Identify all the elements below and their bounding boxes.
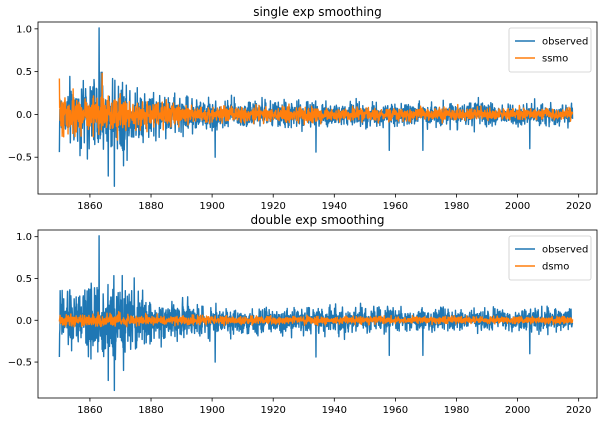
series-lines <box>58 235 574 392</box>
x-tick-label: 2020 <box>566 405 591 416</box>
x-tick-label: 1980 <box>444 201 469 212</box>
series-line-dsmo <box>58 310 574 328</box>
legend: observed ssmo <box>508 27 592 73</box>
x-tick-label: 2000 <box>505 201 530 212</box>
y-tick-label: 0.5 <box>16 274 32 285</box>
legend-label-dsmo: dsmo <box>542 262 569 273</box>
x-tick-label: 1880 <box>138 405 163 416</box>
x-tick-label: 1900 <box>199 201 224 212</box>
x-tick-label: 1940 <box>322 201 347 212</box>
x-tick-label: 1860 <box>77 201 102 212</box>
chart-panel-2: double exp smoothing 1860 1880 1900 1920 1940… <box>8 213 598 416</box>
y-tick-label: 0.0 <box>16 110 32 121</box>
series-line-observed <box>58 235 574 392</box>
legend-label-observed: observed <box>542 37 588 48</box>
chart-title: double exp smoothing <box>251 213 385 227</box>
plot-frame <box>37 229 598 399</box>
x-tick-label: 1900 <box>199 405 224 416</box>
x-tick-label: 1860 <box>77 405 102 416</box>
x-tick-label: 1940 <box>322 405 347 416</box>
y-tick-label: 1.0 <box>16 24 32 35</box>
x-tick-label: 2020 <box>566 201 591 212</box>
x-tick-label: 1920 <box>260 405 285 416</box>
x-tick-label: 1960 <box>383 405 408 416</box>
legend-box <box>508 235 592 281</box>
x-tick-label: 1880 <box>138 201 163 212</box>
chart-title: single exp smoothing <box>253 5 382 19</box>
x-tick-label: 1960 <box>383 201 408 212</box>
y-tick-label: −0.5 <box>8 358 32 369</box>
x-tick-label: 2000 <box>505 405 530 416</box>
legend-label-observed: observed <box>542 245 588 256</box>
y-tick-label: 0.5 <box>16 67 32 78</box>
y-tick-label: 1.0 <box>16 232 32 243</box>
y-tick-label: 0.0 <box>16 316 32 327</box>
legend: observed dsmo <box>508 235 592 281</box>
series-line-observed <box>58 27 574 187</box>
chart-panel-1: single exp smoothing 1860 1880 1900 1920 1940… <box>8 5 598 212</box>
legend-box <box>508 27 592 73</box>
series-line-ssmo <box>58 72 574 141</box>
plot-frame <box>37 21 598 195</box>
series-lines <box>58 27 574 187</box>
x-tick-label: 1980 <box>444 405 469 416</box>
x-tick-label: 1920 <box>260 201 285 212</box>
y-tick-label: −0.5 <box>8 153 32 164</box>
legend-label-ssmo: ssmo <box>542 54 568 65</box>
